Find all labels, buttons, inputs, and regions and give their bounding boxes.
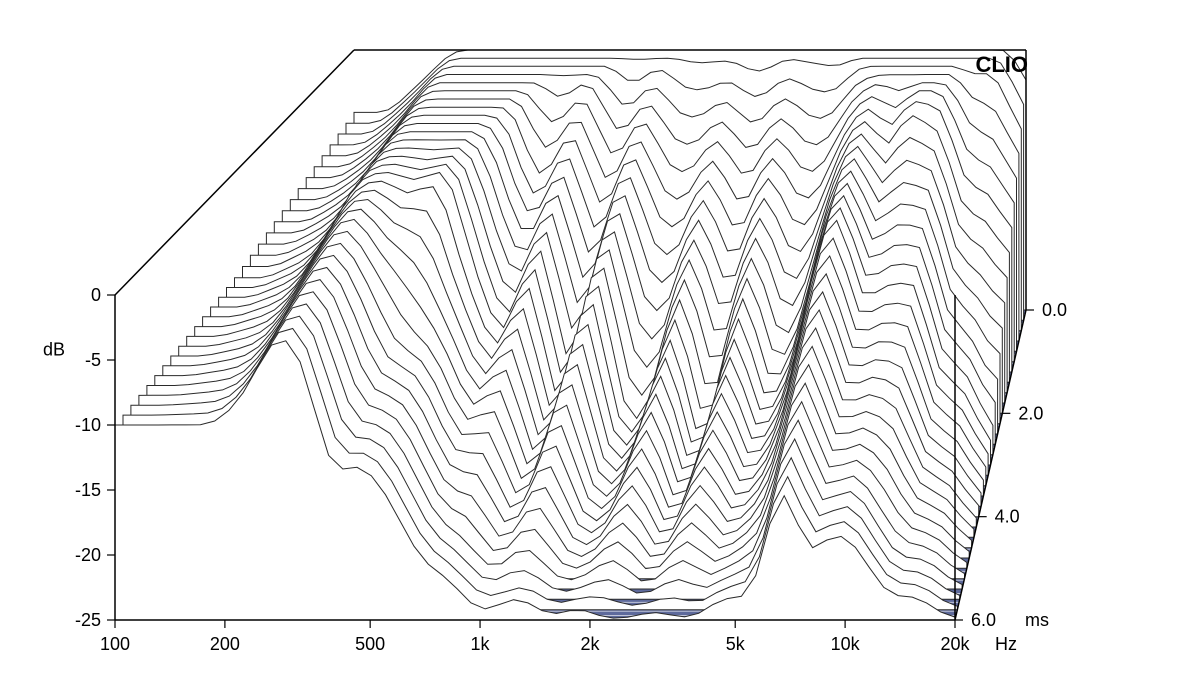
z-axis-unit: ms: [1025, 610, 1049, 630]
z-tick-label: 4.0: [995, 507, 1020, 527]
chart-svg: 0 -5 -10 -15 -20 -25 dB 100 200 500 1k 2k 5k 10k 20k Hz…: [0, 0, 1200, 698]
y-tick-label: -20: [75, 545, 101, 565]
y-tick-label: -5: [85, 350, 101, 370]
waterfall-chart: 0 -5 -10 -15 -20 -25 dB 100 200 500 1k 2k 5k 10k 20k Hz…: [0, 0, 1200, 698]
x-tick-label: 20k: [940, 634, 970, 654]
x-tick-label: 10k: [831, 634, 861, 654]
x-tick-label: 1k: [471, 634, 491, 654]
x-axis-unit: Hz: [995, 634, 1017, 654]
y-tick-label: -10: [75, 415, 101, 435]
x-tick-label: 100: [100, 634, 130, 654]
y-tick-label: -15: [75, 480, 101, 500]
y-tick-label: -25: [75, 610, 101, 630]
z-tick-label: 0.0: [1042, 300, 1067, 320]
z-tick-label: 2.0: [1018, 403, 1043, 423]
z-tick-label: 6.0: [971, 610, 996, 630]
x-tick-label: 2k: [580, 634, 600, 654]
y-tick-label: 0: [91, 285, 101, 305]
brand-label: CLIO: [975, 52, 1028, 77]
y-axis-unit: dB: [43, 340, 65, 360]
waterfall-slices: [115, 50, 1026, 620]
x-tick-label: 5k: [726, 634, 746, 654]
x-tick-label: 200: [210, 634, 240, 654]
x-tick-label: 500: [355, 634, 385, 654]
